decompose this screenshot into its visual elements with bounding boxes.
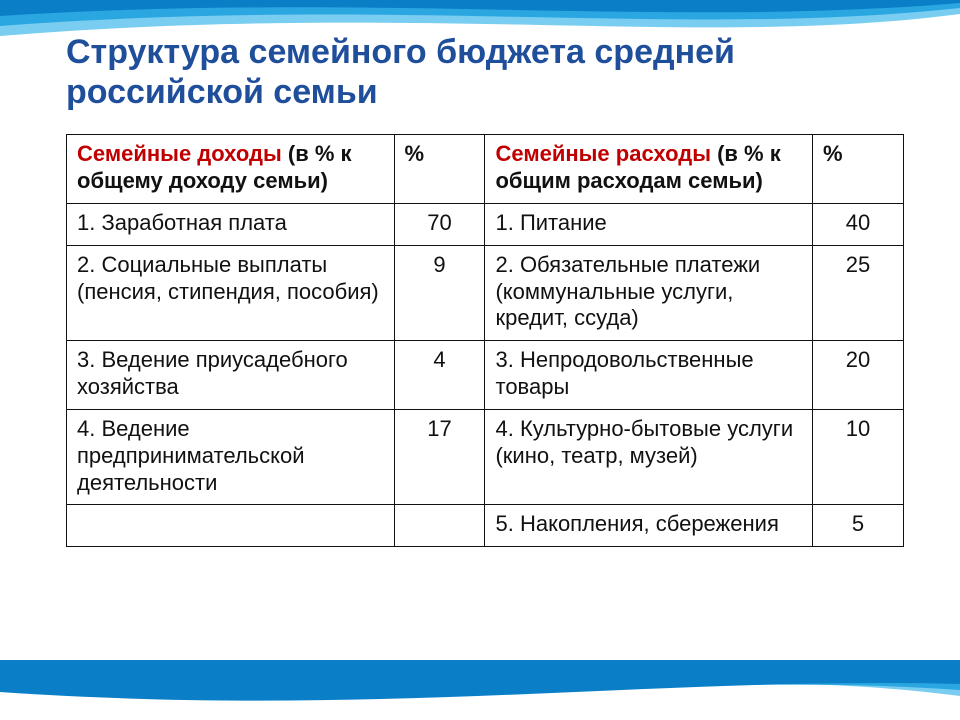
- slide-title: Структура семейного бюджета средней росс…: [66, 32, 866, 112]
- income-desc: [67, 505, 395, 547]
- budget-table-wrap: Семейные доходы (в % к общему доходу сем…: [66, 134, 904, 547]
- table-row: 3. Ведение приусадебного хозяйства 4 3. …: [67, 341, 904, 410]
- header-expense: Семейные расходы (в % к общим расходам с…: [485, 135, 813, 204]
- header-income: Семейные доходы (в % к общему доходу сем…: [67, 135, 395, 204]
- header-income-main: Семейные доходы: [77, 141, 282, 166]
- expense-pct: 5: [813, 505, 904, 547]
- slide: Структура семейного бюджета средней росс…: [0, 0, 960, 720]
- table-row: 1. Заработная плата 70 1. Питание 40: [67, 203, 904, 245]
- table-row: 2. Социальные выплаты (пенсия, стипендия…: [67, 245, 904, 340]
- expense-desc: 4. Культурно-бытовые услуги (кино, театр…: [485, 409, 813, 504]
- income-pct: 70: [394, 203, 485, 245]
- swoosh-bottom-decor: [0, 660, 960, 720]
- expense-pct: 20: [813, 341, 904, 410]
- expense-desc: 5. Накопления, сбережения: [485, 505, 813, 547]
- table-row: 5. Накопления, сбережения 5: [67, 505, 904, 547]
- header-income-pct: %: [394, 135, 485, 204]
- expense-pct: 10: [813, 409, 904, 504]
- income-pct: 4: [394, 341, 485, 410]
- budget-table: Семейные доходы (в % к общему доходу сем…: [66, 134, 904, 547]
- income-desc: 1. Заработная плата: [67, 203, 395, 245]
- income-pct: 9: [394, 245, 485, 340]
- expense-pct: 25: [813, 245, 904, 340]
- header-expense-pct: %: [813, 135, 904, 204]
- income-pct: 17: [394, 409, 485, 504]
- table-header-row: Семейные доходы (в % к общему доходу сем…: [67, 135, 904, 204]
- expense-desc: 2. Обязательные платежи (коммунальные ус…: [485, 245, 813, 340]
- expense-desc: 1. Питание: [485, 203, 813, 245]
- table-row: 4. Ведение предпринимательской деятельно…: [67, 409, 904, 504]
- expense-desc: 3. Непродовольственные товары: [485, 341, 813, 410]
- expense-pct: 40: [813, 203, 904, 245]
- income-desc: 2. Социальные выплаты (пенсия, стипендия…: [67, 245, 395, 340]
- income-pct: [394, 505, 485, 547]
- income-desc: 3. Ведение приусадебного хозяйства: [67, 341, 395, 410]
- income-desc: 4. Ведение предпринимательской деятельно…: [67, 409, 395, 504]
- header-expense-main: Семейные расходы: [495, 141, 711, 166]
